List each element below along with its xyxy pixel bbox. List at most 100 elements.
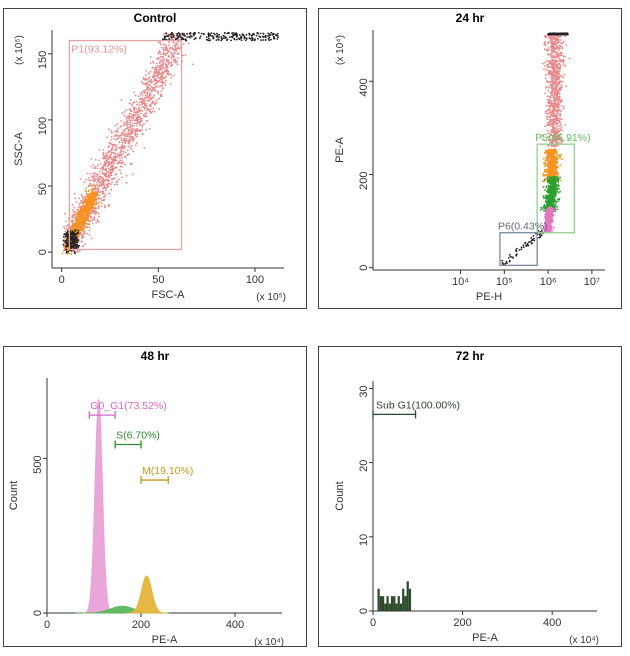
event-dot <box>555 119 558 122</box>
event-dot <box>553 55 556 57</box>
event-dot <box>550 150 552 152</box>
event-dot <box>553 189 556 192</box>
event-dot <box>152 89 155 92</box>
event-dot <box>556 125 558 128</box>
event-dot <box>144 83 146 85</box>
event-dot <box>164 36 167 38</box>
event-dot <box>82 233 85 236</box>
event-dot <box>168 50 171 52</box>
event-dot <box>553 126 555 128</box>
event-dot <box>163 58 165 60</box>
event-dot <box>557 111 559 114</box>
event-dot <box>73 193 76 195</box>
event-dot <box>544 177 547 180</box>
event-dot <box>243 37 246 40</box>
event-dot <box>156 62 158 65</box>
event-dot <box>548 66 551 68</box>
event-dot <box>561 80 564 83</box>
event-dot <box>82 203 84 205</box>
y-tick-label: 150 <box>37 51 49 69</box>
event-dot <box>553 123 555 126</box>
event-dot <box>64 230 67 233</box>
event-dot <box>557 35 560 38</box>
event-dot <box>73 211 75 214</box>
event-dot <box>561 75 563 78</box>
event-dot <box>79 208 82 211</box>
event-dot <box>110 130 112 132</box>
event-dot <box>181 33 184 35</box>
event-dot <box>113 158 116 161</box>
event-dot <box>555 162 558 165</box>
event-dot <box>143 147 146 149</box>
event-dot <box>159 59 162 62</box>
event-dot <box>222 37 225 39</box>
event-dot <box>172 48 175 51</box>
event-dot <box>97 188 99 191</box>
event-dot <box>544 149 547 152</box>
event-dot <box>74 238 77 241</box>
event-dot <box>80 202 82 205</box>
event-dot <box>558 57 560 59</box>
event-dot <box>202 32 205 35</box>
event-dot <box>552 202 555 205</box>
event-dot <box>549 96 552 99</box>
event-dot <box>148 76 151 79</box>
event-dot <box>112 178 115 180</box>
event-dot <box>125 140 128 142</box>
event-dot <box>549 120 552 123</box>
event-dot <box>539 208 542 211</box>
event-dot <box>122 124 125 127</box>
event-dot <box>559 44 561 47</box>
event-dot <box>75 243 78 246</box>
event-dot <box>163 46 166 49</box>
event-dot <box>551 110 554 113</box>
event-dot <box>80 240 83 243</box>
event-dot <box>107 173 110 176</box>
event-dot <box>550 94 553 97</box>
event-dot <box>561 46 564 48</box>
event-dot <box>101 180 103 183</box>
event-dot <box>552 205 555 208</box>
event-dot <box>105 189 107 192</box>
x-tick-label: 10⁷ <box>584 276 600 288</box>
event-dot <box>113 138 116 140</box>
event-dot <box>558 141 560 144</box>
event-dot <box>137 114 140 116</box>
event-dot <box>548 174 551 177</box>
event-dot <box>96 173 99 176</box>
event-dot <box>92 202 95 205</box>
event-dot <box>78 197 81 200</box>
x-axis-exponent: (x 10⁵) <box>256 292 286 303</box>
event-dot <box>549 91 551 94</box>
event-dot <box>134 132 137 135</box>
event-dot <box>554 176 557 179</box>
event-dot <box>74 229 77 231</box>
event-dot <box>78 203 81 205</box>
event-dot <box>559 41 562 44</box>
event-dot <box>108 203 110 206</box>
event-dot <box>547 139 550 141</box>
event-dot <box>556 103 559 106</box>
event-dot <box>117 153 120 156</box>
event-dot <box>126 119 129 122</box>
event-dot <box>145 70 148 72</box>
event-dot <box>110 139 112 141</box>
event-dot <box>67 235 69 237</box>
event-dot <box>556 206 558 208</box>
event-dot <box>91 199 94 202</box>
event-dot <box>71 237 73 240</box>
event-dot <box>77 211 80 213</box>
event-dot <box>546 116 549 119</box>
event-dot <box>546 203 549 206</box>
event-dot <box>70 249 72 252</box>
event-dot <box>551 199 553 202</box>
event-dot <box>555 158 557 161</box>
event-dot <box>124 141 127 144</box>
event-dot <box>547 159 550 162</box>
event-dot <box>100 202 103 205</box>
event-dot <box>164 79 167 82</box>
event-dot <box>556 106 559 108</box>
event-dot <box>132 140 135 143</box>
event-dot <box>85 187 88 190</box>
